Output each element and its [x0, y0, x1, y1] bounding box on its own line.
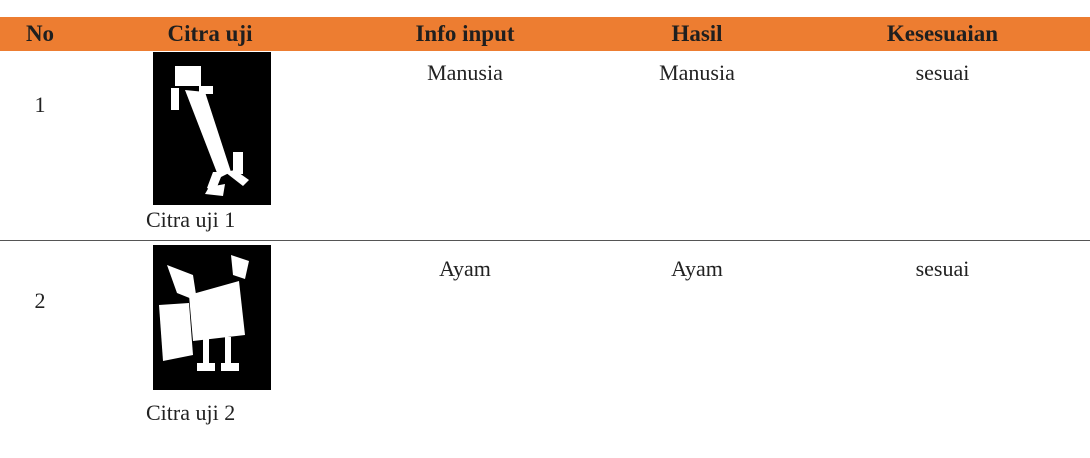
info-input: Manusia — [427, 60, 503, 85]
header-cell: Kesesuaian — [886, 21, 999, 46]
result: Ayam — [671, 256, 723, 281]
row-number: 1 — [34, 92, 46, 117]
image-caption: Citra uji 1 — [146, 207, 236, 232]
test-image — [153, 245, 271, 390]
header-cell: Hasil — [671, 21, 723, 46]
header-cell: Citra uji — [167, 21, 253, 46]
human-figure — [171, 66, 249, 196]
header-cell: Info input — [415, 21, 515, 46]
info-input: Ayam — [439, 256, 491, 281]
match: sesuai — [915, 256, 970, 281]
table-header — [0, 17, 1090, 51]
match: sesuai — [915, 60, 970, 85]
test-image — [153, 52, 271, 205]
row-number: 2 — [34, 288, 46, 313]
row-divider — [0, 240, 1090, 241]
result: Manusia — [659, 60, 735, 85]
bird-figure — [159, 255, 249, 371]
image-caption: Citra uji 2 — [146, 400, 236, 425]
header-cell: No — [25, 21, 55, 46]
